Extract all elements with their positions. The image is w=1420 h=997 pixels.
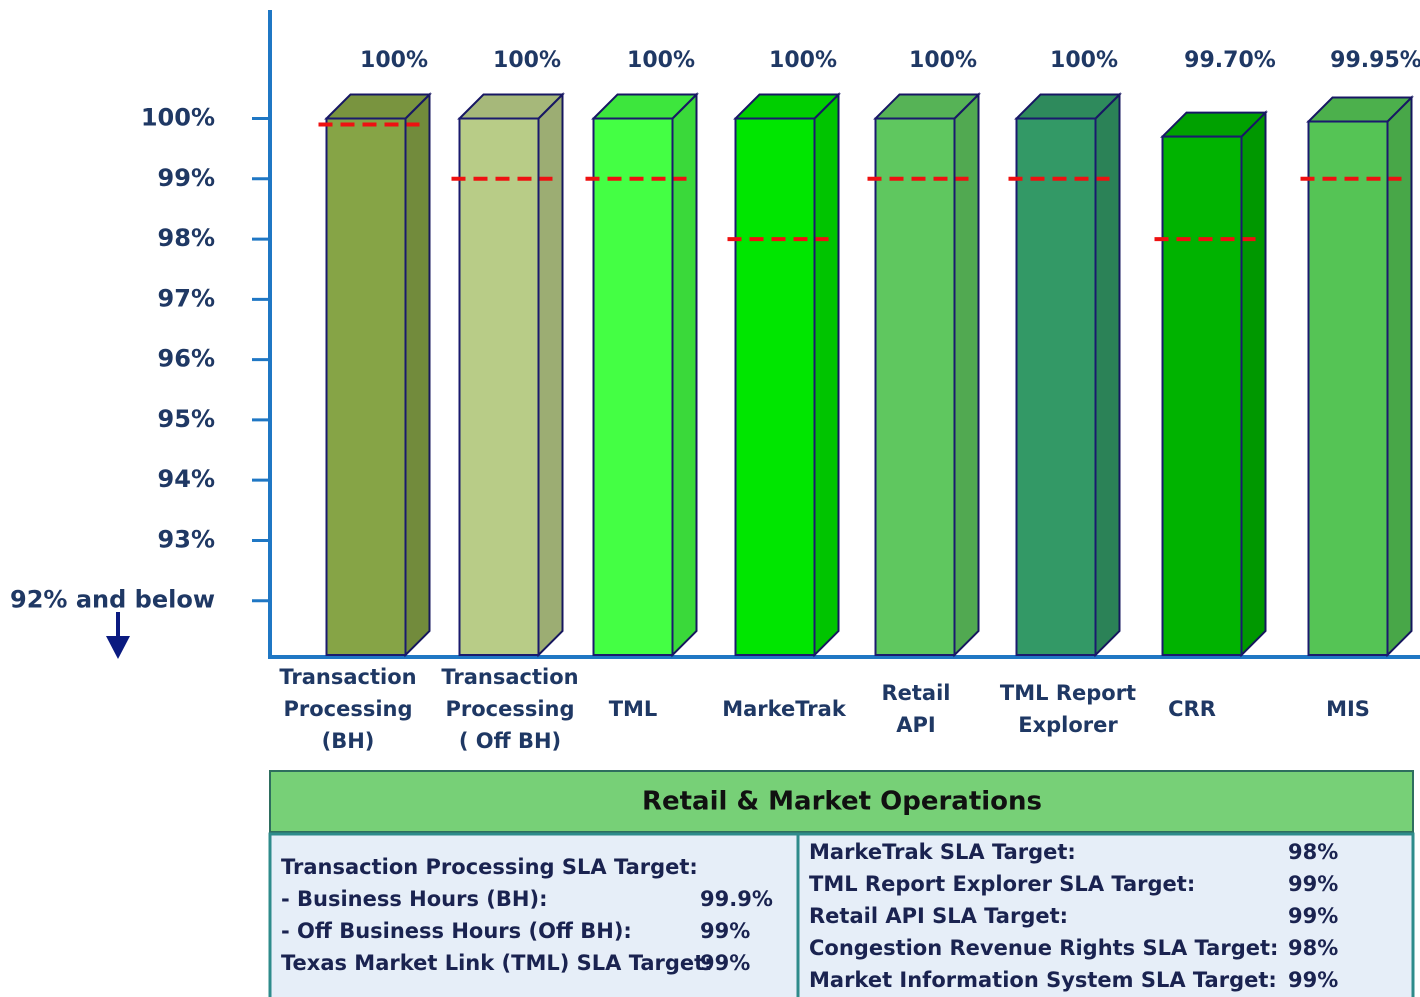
y-tick-label: 98%	[158, 224, 215, 252]
x-tick-label: Retail API	[881, 681, 950, 737]
bar	[592, 117, 674, 656]
table-value: 99%	[1288, 872, 1338, 896]
value-label: 100%	[769, 48, 837, 73]
table-value: 98%	[1288, 840, 1338, 864]
table-left-panel	[268, 832, 800, 997]
bar	[1161, 135, 1243, 656]
table-value: 99%	[700, 919, 750, 943]
x-tick-label: MIS	[1326, 697, 1370, 721]
table-label: MarkeTrak SLA Target:	[809, 840, 1076, 864]
x-tick-label: Transaction Processing (BH)	[279, 665, 416, 753]
table-right-panel	[796, 832, 1415, 997]
y-tick-label: 92% and below	[10, 586, 215, 614]
bar-side	[1386, 95, 1413, 658]
x-tick-label: Transaction Processing( Off BH)	[441, 665, 578, 753]
table-label: - Business Hours (BH):	[281, 887, 547, 911]
table-title: Retail & Market Operations	[642, 787, 1042, 817]
y-tick-label: 96%	[158, 345, 215, 373]
value-label: 100%	[627, 48, 695, 73]
y-tick-label: 94%	[158, 465, 215, 493]
table-label: - Off Business Hours (Off BH):	[281, 919, 632, 943]
table-header	[269, 770, 1414, 833]
x-tick-label: TML Report Explorer	[1000, 681, 1136, 737]
table-value: 99%	[1288, 968, 1338, 992]
x-tick-label: CRR	[1168, 697, 1216, 721]
value-label: 100%	[1050, 48, 1118, 73]
table-label: TML Report Explorer SLA Target:	[809, 872, 1195, 896]
value-label: 99.95%	[1330, 48, 1420, 73]
x-tick-label: MarkeTrak	[722, 697, 847, 721]
bar-side	[813, 92, 840, 658]
y-tick-label: 100%	[141, 104, 215, 132]
table-value: 98%	[1288, 936, 1338, 960]
bar	[734, 117, 816, 656]
arrow-head	[106, 636, 130, 659]
value-label: 100%	[360, 48, 428, 73]
bar-side	[404, 92, 431, 658]
table-label: Congestion Revenue Rights SLA Target:	[809, 936, 1278, 960]
table-label: Texas Market Link (TML) SLA Target:	[281, 951, 713, 975]
table-value: 99%	[1288, 904, 1338, 928]
value-label: 99.70%	[1184, 48, 1276, 73]
table-label: Retail API SLA Target:	[809, 904, 1068, 928]
bar	[458, 117, 540, 656]
y-tick-label: 93%	[158, 525, 215, 553]
y-tick-label: 97%	[158, 284, 215, 312]
x-tick-label: TML	[609, 697, 658, 721]
y-tick-label: 99%	[158, 164, 215, 192]
table-label: Market Information System SLA Target:	[809, 968, 1277, 992]
table-label: Transaction Processing SLA Target:	[281, 855, 698, 879]
table-value: 99%	[700, 951, 750, 975]
bar-side	[1240, 110, 1267, 658]
bar	[1307, 120, 1389, 657]
bar	[325, 117, 407, 656]
value-label: 100%	[493, 48, 561, 73]
y-tick-label: 95%	[158, 405, 215, 433]
bar	[1015, 117, 1097, 656]
bar	[874, 117, 956, 656]
table-value: 99.9%	[700, 887, 773, 911]
value-label: 100%	[909, 48, 977, 73]
